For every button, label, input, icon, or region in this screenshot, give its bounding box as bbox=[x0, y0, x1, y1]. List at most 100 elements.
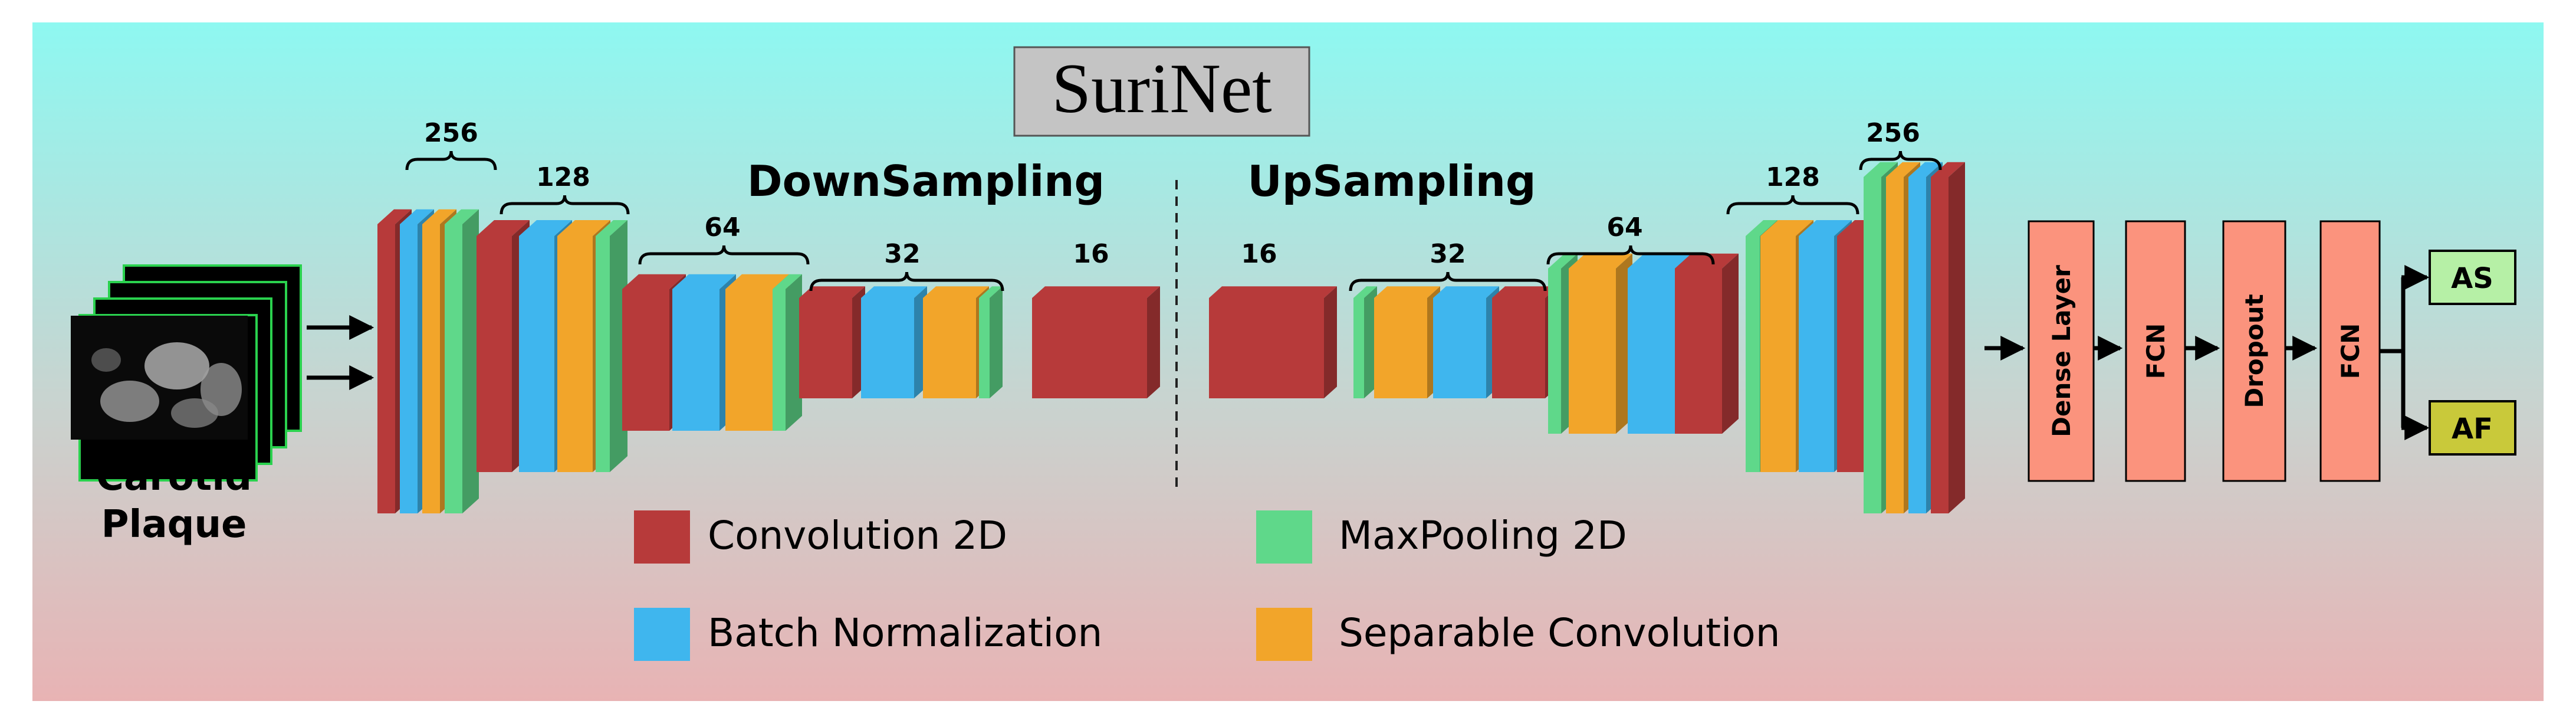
dense-layer-box bbox=[2028, 220, 2095, 482]
slab-up-16-conv-top bbox=[1209, 286, 1337, 298]
slab-up-128-bn-front bbox=[1799, 236, 1834, 472]
legend-swatch-pool bbox=[1256, 510, 1312, 564]
brace-up-32 bbox=[1349, 271, 1547, 292]
slab-up-64-sep-top bbox=[1569, 253, 1632, 268]
slab-down-256-conv-top bbox=[377, 209, 412, 224]
filter-braces bbox=[405, 150, 1942, 292]
output-af-box bbox=[2429, 400, 2516, 456]
slab-down-32-conv-front bbox=[799, 298, 852, 398]
slab-down-64-pool-side bbox=[786, 274, 802, 431]
slab-down-64-sep-front bbox=[725, 289, 773, 431]
slab-down-64-conv-top bbox=[622, 274, 686, 289]
slab-up-16-conv-side bbox=[1324, 286, 1337, 398]
slab-up-64-conv bbox=[1675, 253, 1739, 434]
slab-down-16-conv bbox=[1032, 286, 1160, 398]
slab-up-32-conv-front bbox=[1492, 298, 1545, 398]
slab-down-256-bn-top bbox=[400, 209, 434, 224]
slab-down-128-conv-front bbox=[477, 236, 512, 472]
slab-down-256-conv-front bbox=[377, 224, 395, 513]
slab-down-64-conv-front bbox=[622, 289, 669, 431]
slab-up-64-pool-front bbox=[1548, 268, 1561, 434]
brace-down-64 bbox=[638, 245, 810, 265]
slab-up-256-sep-front bbox=[1886, 177, 1904, 513]
slab-up-32-pool bbox=[1353, 286, 1377, 398]
brace-up-256 bbox=[1859, 150, 1942, 171]
brace-up-64 bbox=[1546, 245, 1715, 265]
filter-label-down-16: 16 bbox=[1073, 239, 1109, 269]
slab-up-64-conv-top bbox=[1675, 253, 1739, 268]
filter-label-down-32: 32 bbox=[884, 239, 920, 269]
slab-up-32-bn bbox=[1433, 286, 1499, 398]
layer-blocks bbox=[377, 162, 1965, 513]
slab-up-128-pool-top bbox=[1746, 220, 1777, 236]
slab-down-32-pool-front bbox=[979, 298, 990, 398]
slab-down-128-bn-front bbox=[519, 236, 554, 472]
legend-label-conv: Convolution 2D bbox=[708, 513, 1007, 558]
slab-up-32-bn-top bbox=[1433, 286, 1499, 298]
title: SuriNet bbox=[1052, 49, 1271, 127]
slab-up-64-sep-front bbox=[1569, 268, 1616, 434]
slab-up-32-sep-top bbox=[1374, 286, 1440, 298]
output-af-label: AF bbox=[2452, 412, 2493, 446]
legend-swatch-sep bbox=[1256, 608, 1312, 661]
slab-up-64-pool-top bbox=[1548, 253, 1578, 268]
slab-down-256-pool-front bbox=[445, 224, 462, 513]
filter-label-down-128: 128 bbox=[536, 162, 590, 192]
fcn-box-2 bbox=[2319, 220, 2381, 482]
slab-up-32-bn-front bbox=[1433, 298, 1486, 398]
slab-up-32-pool-top bbox=[1353, 286, 1377, 298]
slab-up-32-sep-front bbox=[1374, 298, 1427, 398]
slab-up-64-bn-front bbox=[1628, 268, 1675, 434]
filter-label-up-16: 16 bbox=[1241, 239, 1277, 269]
slab-up-256-conv-side bbox=[1949, 162, 1965, 513]
downsampling-label: DownSampling bbox=[747, 156, 1105, 206]
slab-down-32-pool bbox=[979, 286, 1003, 398]
input-image-stack bbox=[71, 264, 302, 482]
input-label-line-1: Carotid bbox=[96, 456, 252, 499]
slab-up-128-sep-front bbox=[1760, 236, 1796, 472]
slab-up-32-conv-top bbox=[1492, 286, 1558, 298]
slab-down-32-bn-front bbox=[861, 298, 914, 398]
slab-up-32-sep bbox=[1374, 286, 1440, 398]
slab-down-64-pool-front bbox=[773, 289, 786, 431]
output-as-box bbox=[2429, 250, 2516, 305]
brace-down-256 bbox=[405, 150, 497, 171]
slab-down-256-sep-top bbox=[422, 209, 456, 224]
upsampling-label: UpSampling bbox=[1247, 156, 1536, 206]
slab-down-64-bn-top bbox=[672, 274, 736, 289]
slab-down-64-bn-front bbox=[672, 289, 719, 431]
slab-down-32-pool-side bbox=[990, 286, 1003, 398]
filter-label-down-64: 64 bbox=[704, 212, 740, 243]
slab-up-16-conv-front bbox=[1209, 298, 1324, 398]
fcn-label-2: FCN bbox=[2336, 323, 2365, 379]
legend-label-pool: MaxPooling 2D bbox=[1339, 513, 1627, 558]
title-box bbox=[1013, 46, 1310, 137]
slab-down-64-pool bbox=[773, 274, 802, 431]
slab-down-256-sep-front bbox=[422, 224, 440, 513]
slab-down-128-pool-top bbox=[596, 220, 627, 236]
filter-label-up-32: 32 bbox=[1430, 239, 1466, 269]
legend-label-sep: Separable Convolution bbox=[1339, 610, 1780, 656]
slab-down-16-conv-front bbox=[1032, 298, 1147, 398]
slab-down-64-pool-top bbox=[773, 274, 802, 289]
slab-up-256-pool-top bbox=[1864, 162, 1898, 177]
slab-up-64-conv-side bbox=[1722, 253, 1739, 434]
slab-down-32-sep-front bbox=[923, 298, 976, 398]
brace-down-128 bbox=[500, 195, 630, 215]
slab-down-32-bn bbox=[861, 286, 927, 398]
input-label-line-2: Plaque bbox=[101, 503, 247, 546]
slab-down-256-pool-top bbox=[445, 209, 479, 224]
dropout-label: Dropout bbox=[2240, 294, 2269, 408]
slab-up-256-conv bbox=[1931, 162, 1965, 513]
slab-down-256-bn-front bbox=[400, 224, 418, 513]
fcn-label-1: FCN bbox=[2141, 323, 2170, 379]
legend: Convolution 2D Batch Normalization MaxPo… bbox=[634, 510, 1780, 661]
slab-down-128-pool-front bbox=[596, 236, 610, 472]
slab-up-128-pool-front bbox=[1746, 236, 1760, 472]
legend-label-bn: Batch Normalization bbox=[708, 610, 1102, 656]
slab-up-32-pool-front bbox=[1353, 298, 1364, 398]
filter-label-up-64: 64 bbox=[1606, 212, 1642, 243]
brace-up-128 bbox=[1726, 195, 1859, 215]
